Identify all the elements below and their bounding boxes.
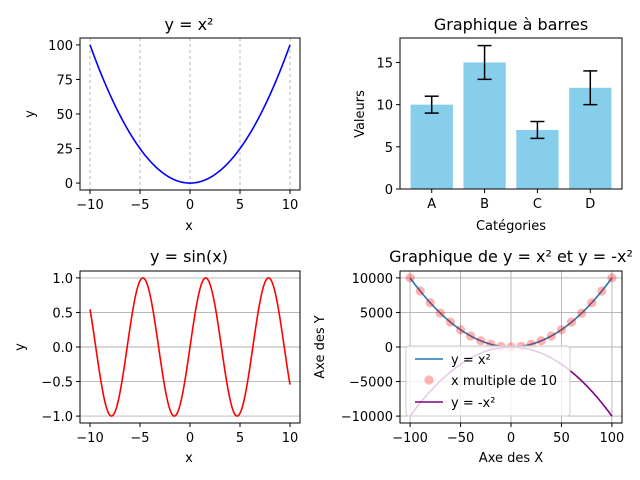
y-tick-label: 5 bbox=[385, 141, 393, 156]
axes-frame bbox=[79, 37, 301, 191]
bar bbox=[463, 62, 506, 190]
x-tick-label: 0 bbox=[507, 431, 515, 446]
x-tick-label: −10 bbox=[76, 431, 103, 446]
x-tick-label: −100 bbox=[392, 431, 428, 446]
y-tick-label: 0 bbox=[385, 183, 393, 198]
x-tick-label: 0 bbox=[186, 431, 194, 446]
data-point bbox=[466, 331, 476, 341]
series-line bbox=[89, 44, 291, 184]
y-tick-label: −1.0 bbox=[41, 410, 73, 425]
chart-title: y = sin(x) bbox=[150, 247, 228, 266]
y-tick-label: 0 bbox=[65, 177, 73, 192]
y-tick-label: 1.0 bbox=[52, 272, 73, 287]
y-tick-label: 75 bbox=[56, 73, 73, 88]
y-tick-label: 0 bbox=[385, 341, 393, 356]
x-tick-label: 5 bbox=[236, 431, 244, 446]
y-axis: 0 5 10 15 bbox=[376, 56, 400, 198]
x-axis: −100 −50 0 50 100 bbox=[392, 423, 624, 446]
grid bbox=[89, 38, 291, 190]
x-tick-label: −10 bbox=[76, 198, 103, 213]
y-tick-label: 15 bbox=[376, 56, 393, 71]
bar bbox=[516, 129, 559, 189]
x-tick-label: −5 bbox=[130, 431, 149, 446]
chart-title: Graphique de y = x² et y = -x² bbox=[389, 247, 633, 266]
x-tick-label: 50 bbox=[553, 431, 570, 446]
y-tick-label: 0.5 bbox=[52, 306, 73, 321]
legend-label: x multiple de 10 bbox=[451, 374, 557, 389]
x-axis-label: Axe des X bbox=[479, 451, 543, 466]
x-axis-label: x bbox=[185, 219, 193, 234]
y-tick-label: 50 bbox=[56, 108, 73, 123]
data-point bbox=[415, 286, 425, 296]
data-point bbox=[556, 325, 567, 335]
chart-combined: Graphique de y = x² et y = -x² −100 −50 0 5… bbox=[313, 247, 633, 466]
x-tick-label: 10 bbox=[282, 198, 299, 213]
x-tick-label: −5 bbox=[130, 198, 149, 213]
legend-swatch bbox=[424, 375, 434, 385]
x-axis: −10 −5 0 5 10 bbox=[76, 190, 298, 213]
data-point bbox=[587, 298, 597, 308]
x-tick-label: 0 bbox=[186, 198, 194, 213]
y-tick-label: 0.0 bbox=[52, 341, 73, 356]
legend-box bbox=[405, 345, 571, 417]
data-point bbox=[536, 336, 546, 346]
data-point bbox=[597, 286, 607, 296]
y-tick-label: −10000 bbox=[341, 410, 393, 425]
data-point bbox=[566, 317, 577, 327]
legend-label: y = -x² bbox=[451, 396, 495, 411]
legend: y = x² x multiple de 10 y = -x² bbox=[405, 345, 571, 417]
data-point bbox=[476, 336, 486, 346]
plot-area bbox=[410, 44, 612, 190]
y-tick-label: 10 bbox=[376, 99, 393, 114]
plot-area bbox=[89, 44, 291, 184]
y-axis-label: y bbox=[23, 110, 38, 118]
y-axis-label: Axe des Y bbox=[313, 315, 328, 378]
x-axis: A B C D bbox=[427, 189, 595, 212]
data-point bbox=[546, 331, 556, 341]
y-tick-label: 25 bbox=[56, 143, 73, 158]
x-axis-label: x bbox=[185, 451, 193, 466]
x-tick-label: 10 bbox=[282, 431, 299, 446]
x-tick-label: 100 bbox=[599, 431, 624, 446]
chart-parabola: y = x² −10 −5 0 5 10 0 25 50 75 100 x y bbox=[23, 15, 301, 234]
bar bbox=[410, 104, 453, 189]
y-axis-label: Valeurs bbox=[353, 90, 368, 138]
plot-area bbox=[89, 277, 291, 417]
y-tick-label: 100 bbox=[48, 39, 73, 54]
data-point bbox=[405, 273, 415, 283]
y-axis: −10000 −5000 0 5000 10000 bbox=[341, 272, 400, 425]
chart-sine: y = sin(x) −10 −5 0 5 10 −1.0 −0.5 0.0 0.5 1.0 x… bbox=[13, 247, 301, 466]
data-point bbox=[435, 308, 445, 318]
data-point bbox=[577, 308, 587, 318]
x-axis: −10 −5 0 5 10 bbox=[76, 423, 298, 446]
x-tick-label: −50 bbox=[447, 431, 474, 446]
chart-bars: Graphique à barres A B C D 0 5 10 15 Catégorie… bbox=[353, 15, 623, 234]
data-point bbox=[445, 317, 456, 327]
x-tick-label: C bbox=[533, 197, 542, 212]
data-point bbox=[607, 273, 617, 283]
y-axis: 0 25 50 75 100 bbox=[48, 39, 80, 192]
y-tick-label: 5000 bbox=[360, 306, 393, 321]
y-axis-label: y bbox=[13, 343, 28, 351]
y-tick-label: 10000 bbox=[352, 272, 393, 287]
x-tick-label: D bbox=[585, 197, 595, 212]
chart-title: Graphique à barres bbox=[434, 15, 588, 34]
y-tick-label: −0.5 bbox=[41, 376, 73, 391]
y-tick-label: −5000 bbox=[349, 376, 393, 391]
chart-title: y = x² bbox=[165, 15, 214, 34]
x-tick-label: B bbox=[480, 197, 489, 212]
data-point bbox=[425, 298, 435, 308]
series-line bbox=[89, 277, 291, 417]
axes-frame bbox=[399, 37, 623, 190]
x-tick-label: 5 bbox=[236, 198, 244, 213]
y-axis: −1.0 −0.5 0.0 0.5 1.0 bbox=[41, 272, 80, 425]
data-point bbox=[455, 325, 466, 335]
x-tick-label: A bbox=[427, 197, 436, 212]
legend-label: y = x² bbox=[451, 353, 491, 368]
x-axis-label: Catégories bbox=[476, 219, 546, 234]
